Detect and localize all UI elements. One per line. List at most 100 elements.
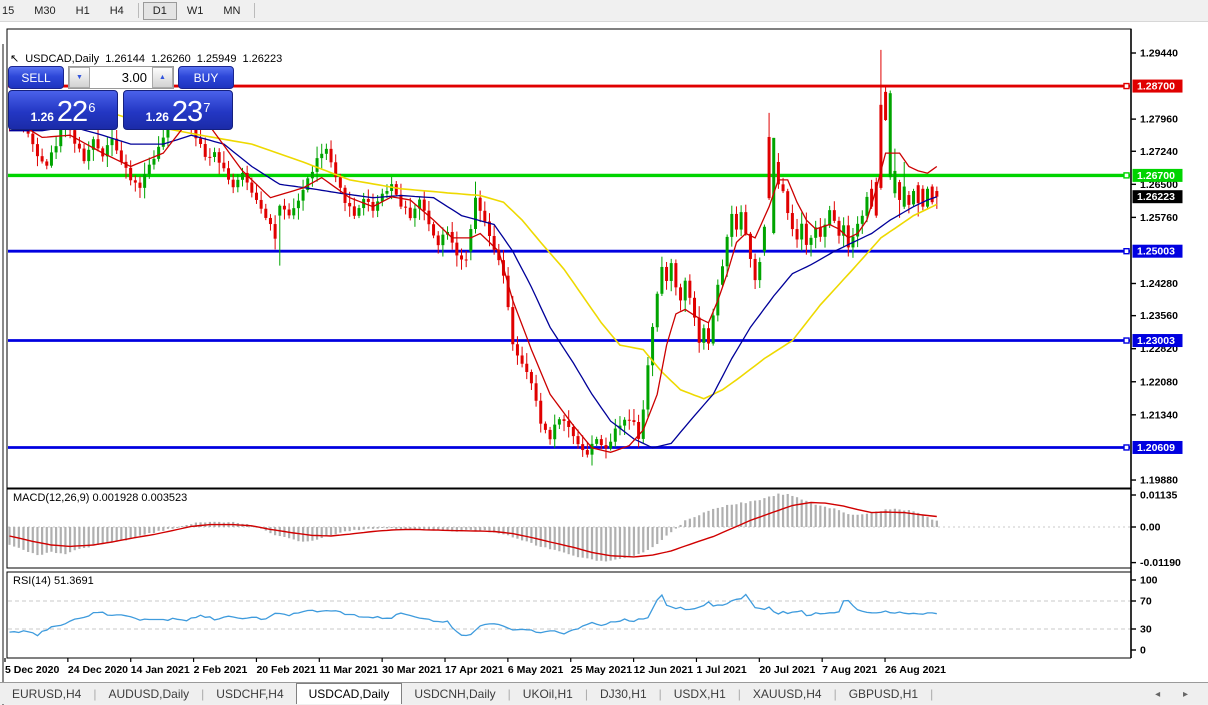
tab-separator: |: [93, 687, 97, 701]
svg-text:6 May 2021: 6 May 2021: [508, 664, 564, 676]
tab-separator: |: [737, 687, 741, 701]
volume-spinner: ▼ 3.00 ▲: [68, 66, 174, 89]
hline-handle[interactable]: [1123, 444, 1130, 451]
sell-price-prefix: 1.26: [30, 110, 54, 124]
volume-input[interactable]: 3.00: [90, 67, 152, 88]
svg-text:20 Feb 2021: 20 Feb 2021: [256, 664, 316, 676]
svg-text:1 Jul 2021: 1 Jul 2021: [696, 664, 746, 676]
svg-text:11 Mar 2021: 11 Mar 2021: [319, 664, 378, 676]
volume-decrease-button[interactable]: ▼: [69, 67, 90, 88]
sell-button[interactable]: SELL: [8, 66, 64, 89]
chart-tab-ukoil[interactable]: UKOil,H1: [522, 687, 573, 701]
svg-text:25 May 2021: 25 May 2021: [571, 664, 632, 676]
chart-tab-bar: EURUSD,H4 | AUDUSD,Daily | USDCHF,H4 USDCAD,D…: [0, 682, 1208, 704]
chart-tab-gbpusd[interactable]: GBPUSD,H1: [848, 687, 919, 701]
svg-text:12 Jun 2021: 12 Jun 2021: [634, 664, 694, 676]
candlestick-series: [8, 49, 939, 466]
toolbar-separator: [137, 3, 139, 18]
timeframe-button-h1[interactable]: H1: [75, 4, 90, 17]
macd-signal-line: [9, 501, 937, 558]
chart-tab-usdchf[interactable]: USDCHF,H4: [216, 687, 284, 701]
svg-text:1.20609: 1.20609: [1137, 442, 1175, 454]
svg-text:70: 70: [1140, 596, 1152, 608]
svg-text:5 Dec 2020: 5 Dec 2020: [5, 664, 59, 676]
buy-price-big: 23: [171, 96, 203, 128]
volume-increase-button[interactable]: ▲: [152, 67, 173, 88]
buy-price-sup: 7: [203, 100, 211, 115]
tab-separator: |: [584, 687, 588, 701]
svg-text:100: 100: [1140, 575, 1158, 587]
chart-pointer-icon: ↖: [10, 53, 20, 65]
svg-text:1.25760: 1.25760: [1140, 212, 1178, 224]
svg-text:0.01135: 0.01135: [1140, 490, 1178, 502]
spin-down-icon: ▼: [76, 74, 83, 81]
price-chart[interactable]: 1.294401.279601.272401.265001.257601.242…: [0, 22, 1208, 683]
tab-separator: |: [658, 687, 662, 701]
sell-price-big: 22: [56, 96, 88, 128]
rsi-label: RSI(14) 51.3691: [13, 575, 94, 587]
svg-text:1.26223: 1.26223: [1137, 191, 1175, 203]
timeframe-button-h4[interactable]: H4: [109, 4, 124, 17]
timeframe-button-mn[interactable]: MN: [223, 4, 241, 17]
hline-handle[interactable]: [1123, 247, 1130, 255]
svg-text:1.25003: 1.25003: [1137, 246, 1175, 258]
ohlc-high: 1.26260: [150, 53, 191, 65]
chart-tab-xauusd[interactable]: XAUUSD,H4: [752, 687, 822, 701]
chart-tab-usdcad[interactable]: USDCAD,Daily: [295, 683, 403, 704]
rsi-panel: RSI(14) 51.3691: [8, 575, 1130, 637]
horizontal-level-lines[interactable]: [8, 84, 1130, 449]
timeframe-toolbar: 15 M30 H1 H4 D1 W1 MN: [0, 0, 1208, 22]
window-left-edge: [2, 44, 4, 705]
svg-text:-0.01190: -0.01190: [1140, 557, 1181, 569]
svg-text:20 Jul 2021: 20 Jul 2021: [759, 664, 815, 676]
svg-text:1.27960: 1.27960: [1140, 114, 1178, 126]
buy-button[interactable]: BUY: [178, 66, 234, 89]
hline-handle[interactable]: [1123, 172, 1130, 179]
spin-up-icon: ▲: [159, 74, 166, 81]
timeframe-button-d1[interactable]: D1: [142, 1, 177, 20]
svg-text:30: 30: [1140, 624, 1152, 636]
ma-red-line: [9, 116, 938, 453]
ma-blue-line: [9, 125, 938, 449]
svg-text:1.22080: 1.22080: [1140, 376, 1178, 388]
timeframe-button-m30[interactable]: M30: [34, 4, 56, 17]
toolbar-separator: [254, 3, 256, 18]
svg-text:17 Apr 2021: 17 Apr 2021: [445, 664, 504, 676]
ohlc-close: 1.26223: [242, 53, 283, 65]
svg-text:1.26700: 1.26700: [1137, 170, 1175, 182]
ohlc-open: 1.26144: [105, 53, 145, 65]
chart-tab-dj30[interactable]: DJ30,H1: [599, 687, 647, 701]
svg-text:0.00: 0.00: [1140, 522, 1161, 534]
svg-text:1.21340: 1.21340: [1140, 409, 1178, 421]
svg-text:1.27240: 1.27240: [1140, 146, 1178, 158]
svg-text:24 Dec 2020: 24 Dec 2020: [68, 664, 128, 676]
ohlc-low: 1.25949: [196, 53, 237, 65]
buy-price-box[interactable]: 1.26 23 7: [123, 90, 233, 130]
svg-text:2 Feb 2021: 2 Feb 2021: [194, 664, 248, 676]
price-axis[interactable]: 1.294401.279601.272401.265001.257601.242…: [1123, 48, 1183, 657]
timeframe-button-15[interactable]: 15: [2, 4, 15, 17]
hline-handle[interactable]: [1123, 337, 1130, 344]
chart-tab-audusd[interactable]: AUDUSD,Daily: [108, 687, 190, 701]
svg-text:30 Mar 2021: 30 Mar 2021: [382, 664, 442, 676]
tab-separator: |: [201, 687, 205, 701]
svg-text:0: 0: [1140, 645, 1146, 657]
hline-handle[interactable]: [1123, 82, 1130, 90]
chart-tab-eurusd[interactable]: EURUSD,H4: [12, 687, 82, 701]
rsi-line: [9, 593, 937, 637]
buy-price-prefix: 1.26: [145, 110, 169, 124]
sell-price-sup: 6: [88, 100, 96, 115]
tab-separator: |: [507, 687, 511, 701]
tab-scroll-arrows[interactable]: ◂ ▸: [1155, 689, 1198, 700]
svg-text:1.24280: 1.24280: [1140, 278, 1178, 290]
sell-price-box[interactable]: 1.26 22 6: [8, 90, 118, 130]
svg-text:1.29440: 1.29440: [1140, 48, 1178, 60]
chart-tab-usdx[interactable]: USDX,H1: [673, 687, 726, 701]
macd-label: MACD(12,26,9) 0.001928 0.003523: [13, 492, 187, 504]
date-axis[interactable]: 5 Dec 2020 24 Dec 2020 14 Jan 2021 2 Feb 20…: [4, 658, 946, 676]
chart-tab-usdcnh[interactable]: USDCNH,Daily: [414, 687, 496, 701]
timeframe-button-w1[interactable]: W1: [186, 4, 204, 17]
symbol-header: ↖ USDCAD,Daily 1.26144 1.26260 1.25949 1…: [10, 52, 282, 66]
svg-text:14 Jan 2021: 14 Jan 2021: [131, 664, 190, 676]
svg-text:1.28700: 1.28700: [1137, 81, 1175, 93]
